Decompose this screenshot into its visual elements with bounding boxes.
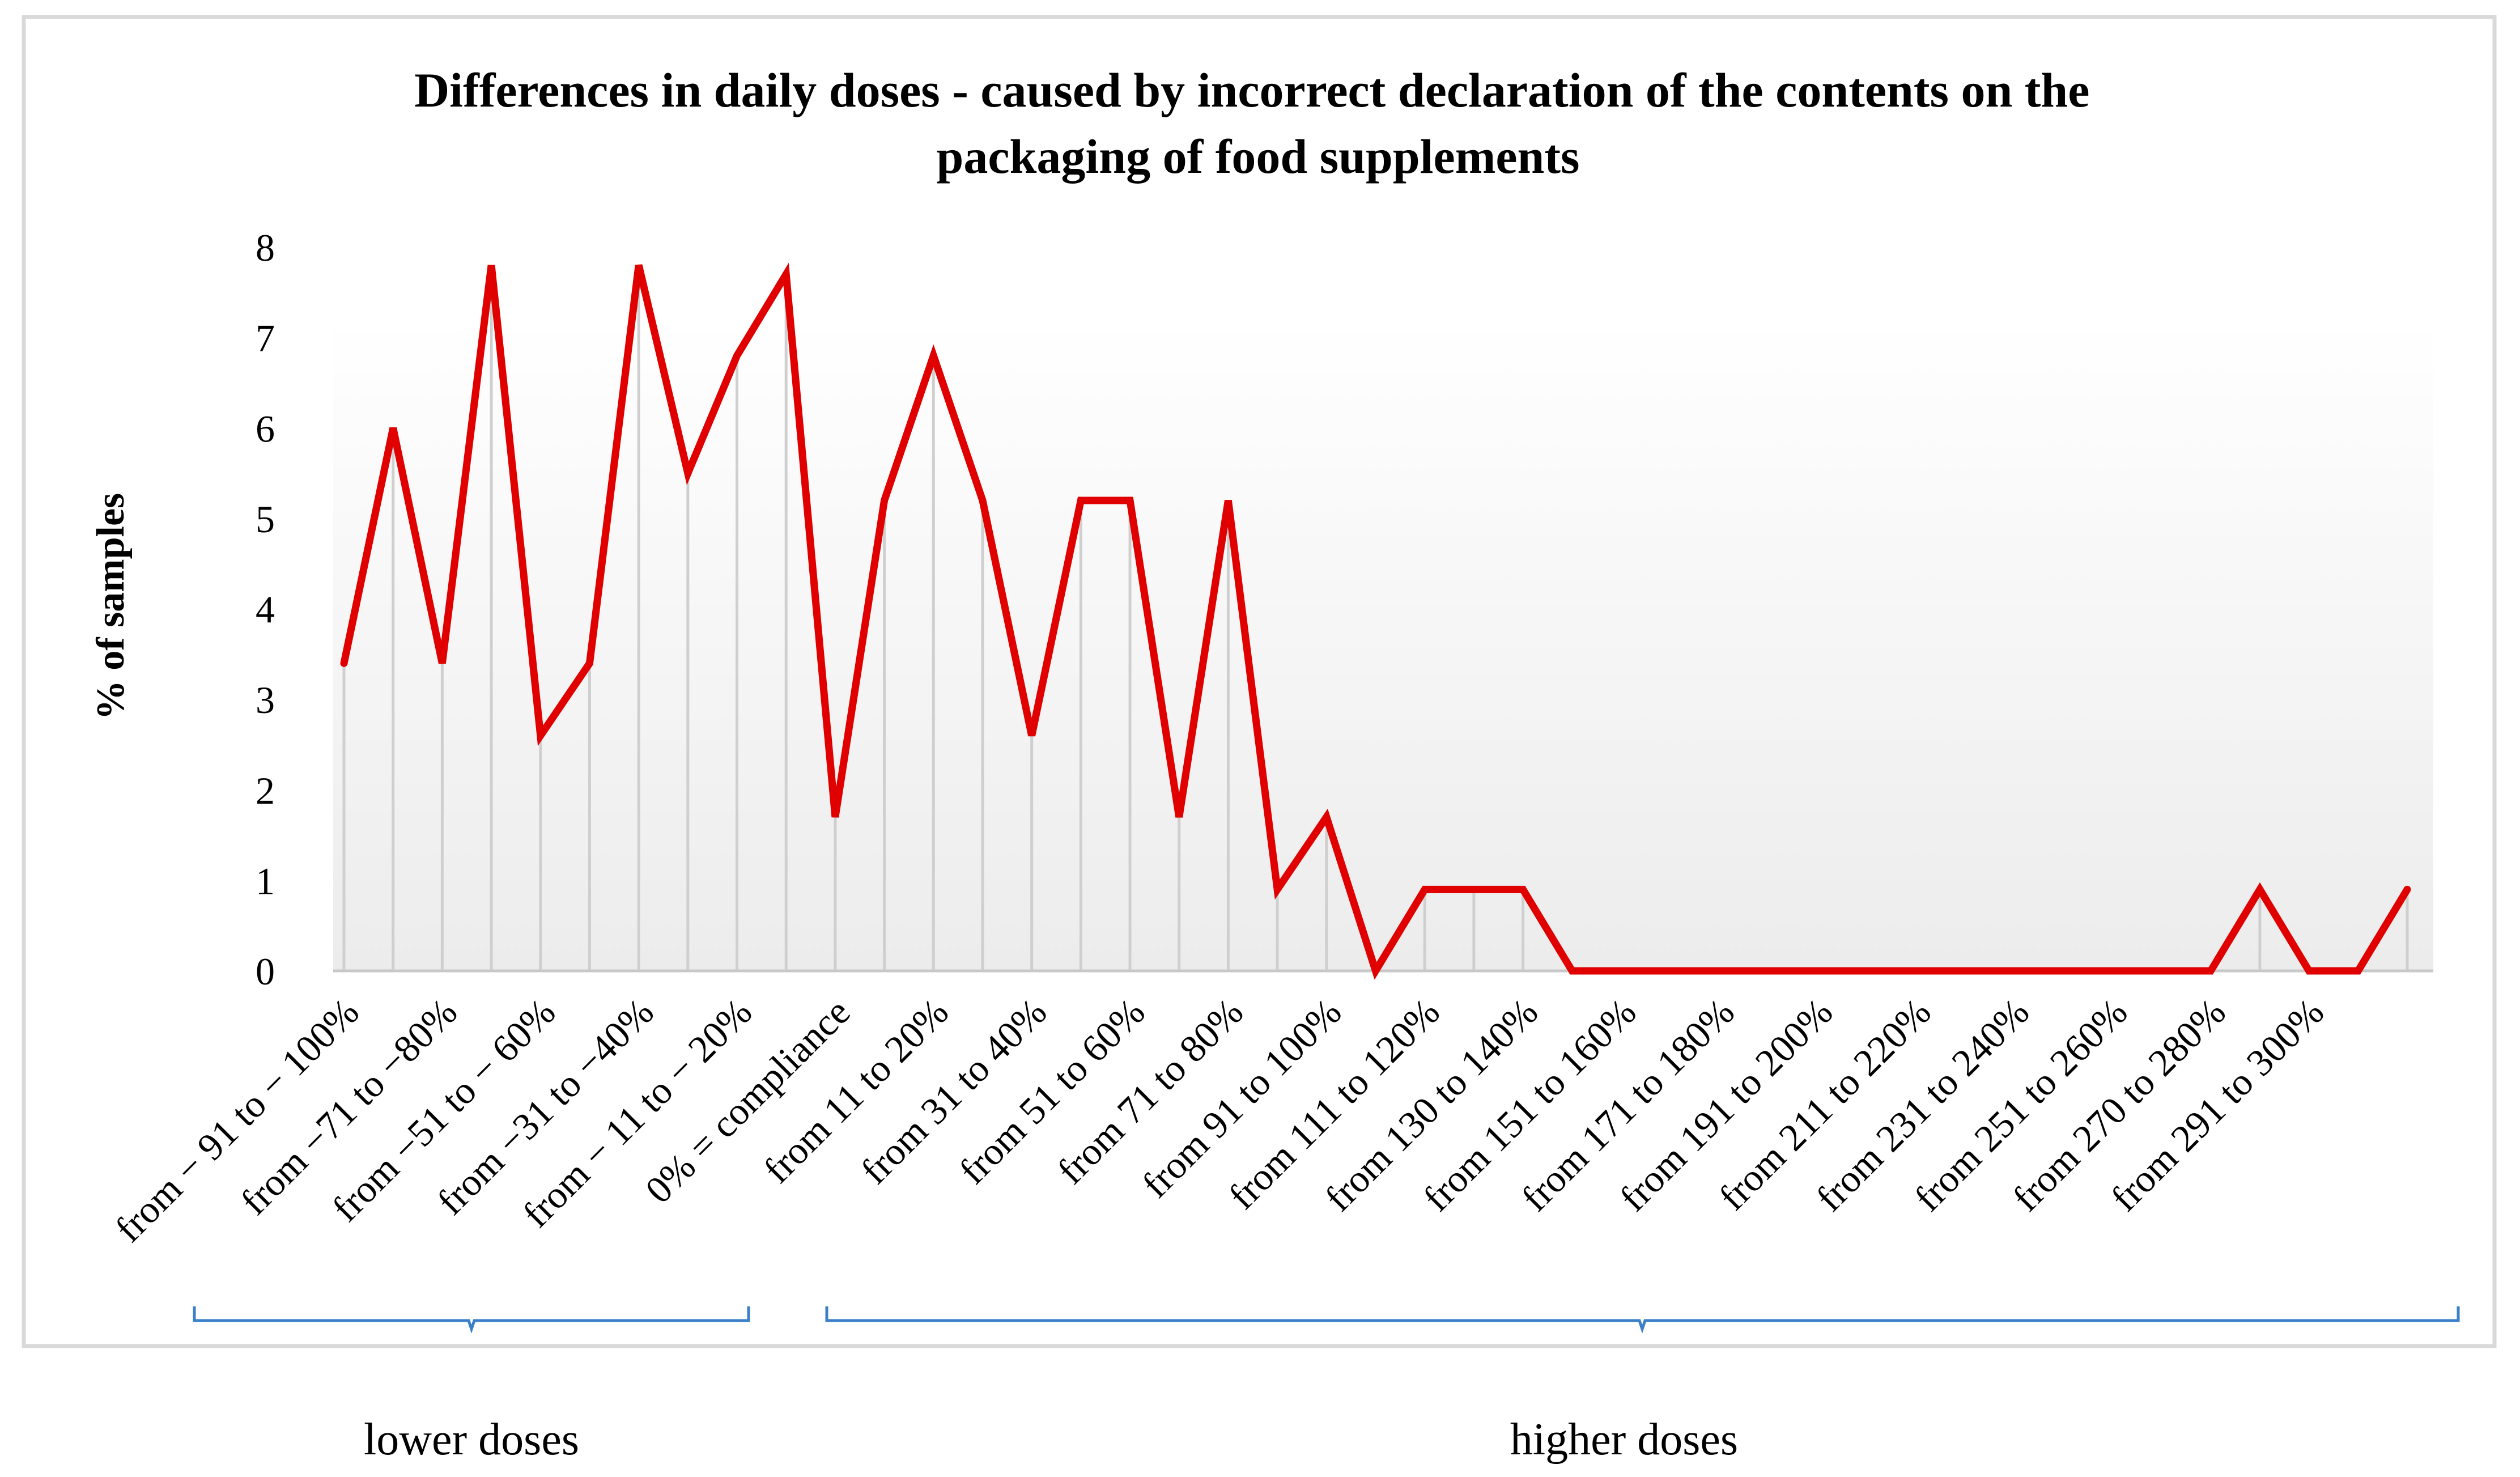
higher-doses-label: higher doses <box>1510 1415 1738 1465</box>
chart-title: Differences in daily doses - caused by i… <box>414 63 2102 184</box>
y-tick-label: 0 <box>256 950 275 993</box>
y-tick-label: 7 <box>256 317 275 360</box>
higher-doses-brace <box>825 1306 2460 1334</box>
lower-doses-label: lower doses <box>364 1415 579 1465</box>
chart-title-line-1: Differences in daily doses - caused by i… <box>414 63 2089 117</box>
y-tick-label: 4 <box>256 588 275 631</box>
y-tick-label: 8 <box>256 226 275 269</box>
plot-area <box>333 317 2433 971</box>
y-axis-label: % of samples <box>89 493 133 720</box>
y-axis-ticks: 0 1 2 3 4 5 6 7 8 <box>256 226 275 993</box>
drop-lines <box>342 265 2409 971</box>
y-tick-label: 5 <box>256 498 275 541</box>
y-tick-label: 3 <box>256 678 275 721</box>
chart-title-line-2: packaging of food supplements <box>937 129 1580 184</box>
y-tick-label: 6 <box>256 407 275 450</box>
y-tick-label: 2 <box>256 769 275 812</box>
y-tick-label: 1 <box>256 859 275 902</box>
series-line <box>340 262 2411 980</box>
lower-doses-brace <box>193 1306 750 1334</box>
